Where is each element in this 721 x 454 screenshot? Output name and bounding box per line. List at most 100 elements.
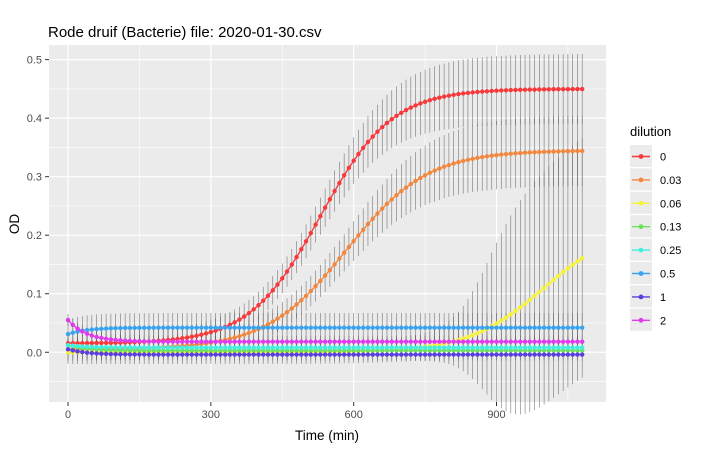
- data-point: [432, 339, 437, 344]
- data-point: [261, 339, 266, 344]
- data-point: [70, 343, 76, 348]
- data-point: [270, 345, 275, 350]
- data-point: [237, 325, 242, 330]
- data-point: [341, 325, 347, 330]
- data-point: [184, 335, 190, 340]
- data-point: [527, 325, 533, 330]
- data-point: [532, 325, 537, 330]
- data-point: [337, 339, 342, 344]
- data-point: [218, 339, 223, 344]
- data-point: [394, 113, 399, 119]
- data-point: [389, 352, 394, 357]
- data-point: [351, 352, 356, 357]
- data-point: [189, 334, 195, 339]
- data-point: [84, 344, 90, 349]
- data-point: [537, 352, 542, 357]
- data-point: [280, 345, 285, 350]
- data-point: [99, 351, 104, 356]
- data-point: [237, 333, 242, 339]
- data-point: [180, 325, 185, 330]
- x-tick-label: 600: [345, 409, 363, 421]
- data-point: [494, 345, 499, 350]
- data-point: [441, 325, 447, 330]
- data-point: [499, 88, 504, 93]
- data-point: [508, 151, 513, 156]
- plot-panel: [49, 45, 606, 402]
- y-tick-label: 0.5: [27, 55, 42, 67]
- y-axis-title: OD: [7, 214, 22, 235]
- data-point: [389, 339, 394, 344]
- data-point: [370, 216, 375, 221]
- data-point: [132, 352, 137, 357]
- data-point: [208, 325, 214, 330]
- data-point: [565, 352, 571, 357]
- data-point: [399, 345, 404, 350]
- data-point: [161, 325, 166, 330]
- data-point: [294, 352, 299, 357]
- data-point: [208, 329, 214, 335]
- data-point: [184, 339, 190, 344]
- data-point: [546, 149, 552, 154]
- data-point: [408, 325, 414, 330]
- data-point: [389, 325, 394, 330]
- data-point: [308, 339, 314, 344]
- data-point: [94, 334, 99, 340]
- data-point: [275, 339, 280, 344]
- data-point: [408, 339, 414, 344]
- data-point: [170, 339, 175, 344]
- data-point: [503, 151, 509, 157]
- data-point: [427, 352, 433, 357]
- data-point: [518, 87, 523, 93]
- data-point: [422, 345, 428, 350]
- data-point: [322, 339, 328, 344]
- data-point: [303, 239, 309, 244]
- data-point: [294, 254, 299, 260]
- data-point: [351, 158, 356, 163]
- data-point: [380, 339, 385, 344]
- data-point: [451, 325, 456, 330]
- data-point: [232, 325, 237, 330]
- data-point: [89, 327, 95, 332]
- data-point: [203, 325, 209, 330]
- data-point: [180, 345, 185, 350]
- data-point: [218, 352, 223, 357]
- data-point: [142, 352, 147, 357]
- data-point: [103, 345, 109, 350]
- data-point: [237, 352, 242, 357]
- data-point: [437, 95, 442, 100]
- data-point: [451, 161, 456, 166]
- data-point: [294, 302, 299, 307]
- data-point: [546, 325, 552, 330]
- data-point: [327, 197, 333, 202]
- data-point: [522, 339, 528, 344]
- data-point: [351, 325, 356, 330]
- data-point: [151, 352, 156, 357]
- data-point: [551, 277, 556, 283]
- data-point: [346, 352, 352, 357]
- legend-label: 0.03: [660, 175, 681, 187]
- data-point: [475, 339, 480, 344]
- data-point: [346, 339, 352, 344]
- data-point: [527, 297, 533, 303]
- data-point: [427, 98, 433, 103]
- data-point: [480, 328, 485, 334]
- data-point: [394, 345, 399, 350]
- data-point: [322, 325, 328, 330]
- data-point: [389, 197, 394, 202]
- data-point: [480, 352, 485, 357]
- data-point: [241, 345, 247, 350]
- data-point: [108, 351, 114, 357]
- data-point: [332, 352, 337, 357]
- data-point: [518, 150, 523, 156]
- data-point: [532, 339, 537, 344]
- data-point: [313, 283, 318, 289]
- data-point: [551, 149, 556, 154]
- data-point: [537, 345, 542, 350]
- data-point: [251, 328, 256, 334]
- data-point: [432, 345, 437, 350]
- data-point: [256, 352, 261, 357]
- data-point: [127, 338, 133, 344]
- data-point: [113, 345, 118, 350]
- data-point: [541, 352, 547, 357]
- data-point: [365, 339, 371, 344]
